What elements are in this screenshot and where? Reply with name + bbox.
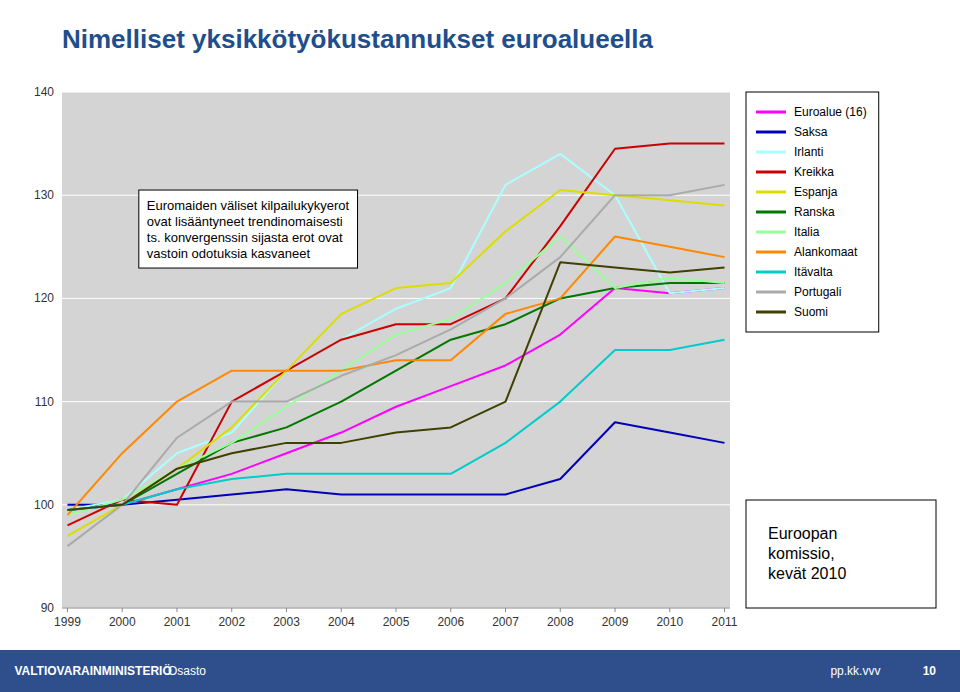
annotation-box <box>139 190 358 268</box>
text-line: Euroopan <box>768 525 837 542</box>
y-tick-label: 100 <box>34 498 54 512</box>
x-tick <box>505 608 506 612</box>
series-line <box>67 236 724 515</box>
footer-text: VALTIOVARAINMINISTERIÖ <box>14 663 171 678</box>
x-tick-label: 2004 <box>328 615 355 629</box>
legend-label: Saksa <box>794 125 828 139</box>
text-line: kevät 2010 <box>768 565 846 582</box>
x-tick <box>176 608 177 612</box>
x-tick <box>560 608 561 612</box>
x-tick-label: 2011 <box>712 615 738 629</box>
x-tick <box>396 608 397 612</box>
legend-swatch <box>756 151 786 154</box>
legend: Euroalue (16) Saksa Irlanti Kreikka Espanja R… <box>746 92 879 332</box>
chart-svg: Nimelliset yksikkötyökustannukset euroal… <box>0 0 960 692</box>
legend-swatch <box>756 291 786 294</box>
series-line <box>67 154 724 510</box>
legend-label: Irlanti <box>794 145 823 159</box>
text-line: ts. konvergenssin sijasta erot ovat <box>147 230 343 245</box>
legend-swatch <box>756 211 786 214</box>
x-tick-label: 1999 <box>54 615 81 629</box>
x-tick-label: 2005 <box>383 615 410 629</box>
grid-line <box>62 92 730 93</box>
legend-swatch <box>756 231 786 234</box>
x-tick-label: 2010 <box>656 615 683 629</box>
legend-label: Ranska <box>794 205 835 219</box>
legend-swatch <box>756 191 786 194</box>
x-tick <box>286 608 287 612</box>
legend-label: Euroalue (16) <box>794 105 867 119</box>
y-tick-label: 90 <box>41 601 55 615</box>
legend-label: Suomi <box>794 305 828 319</box>
text-line: Euromaiden väliset kilpailukykyerot <box>147 198 350 213</box>
legend-box <box>746 92 879 332</box>
grid-line <box>62 298 730 299</box>
x-tick-label: 2006 <box>437 615 464 629</box>
legend-label: Kreikka <box>794 165 834 179</box>
y-tick-label: 120 <box>34 291 54 305</box>
footer-text: Osasto <box>168 664 206 678</box>
grid-line <box>62 401 730 402</box>
y-tick-label: 130 <box>34 188 54 202</box>
lines-group <box>67 144 724 546</box>
source-group: Euroopan komissio, kevät 2010 <box>746 500 936 608</box>
x-tick <box>450 608 451 612</box>
legend-swatch <box>756 111 786 114</box>
x-tick <box>341 608 342 612</box>
legend-swatch <box>756 251 786 254</box>
y-tick-label: 110 <box>35 395 54 409</box>
x-tick-label: 2009 <box>602 615 629 629</box>
x-tick-label: 2003 <box>273 615 300 629</box>
x-tick-label: 2008 <box>547 615 574 629</box>
x-tick-label: 2000 <box>109 615 136 629</box>
grid-line <box>62 504 730 505</box>
title: Nimelliset yksikkötyökustannukset euroal… <box>62 24 654 54</box>
annotation-group: Euromaiden väliset kilpailukykyerotovat … <box>139 190 358 268</box>
legend-label: Italia <box>794 225 820 239</box>
footer: VALTIOVARAINMINISTERIÖOsasto pp.kk.vvv 10 <box>0 650 960 692</box>
x-tick <box>231 608 232 612</box>
legend-label: Espanja <box>794 185 838 199</box>
source-text: Euroopan komissio, kevät 2010 <box>768 525 846 582</box>
legend-label: Itävalta <box>794 265 833 279</box>
legend-swatch <box>756 271 786 274</box>
x-tick-label: 2007 <box>492 615 519 629</box>
x-tick <box>669 608 670 612</box>
legend-swatch <box>756 171 786 174</box>
annotation: Euromaiden väliset kilpailukykyerotovat … <box>147 198 350 261</box>
footer-text: pp.kk.vvv <box>830 664 880 678</box>
x-tick <box>615 608 616 612</box>
footer-bar <box>0 650 960 692</box>
text-line: vastoin odotuksia kasvaneet <box>147 246 311 261</box>
legend-label: Alankomaat <box>794 245 858 259</box>
x-tick <box>724 608 725 612</box>
text-line: ovat lisääntyneet trendinomaisesti <box>147 214 343 229</box>
y-tick-label: 140 <box>34 85 54 99</box>
legend-swatch <box>756 311 786 314</box>
x-tick <box>67 608 68 612</box>
x-tick-label: 2002 <box>218 615 245 629</box>
x-tick-label: 2001 <box>164 615 191 629</box>
source-box <box>746 500 936 608</box>
footer-text: 10 <box>923 664 937 678</box>
series-line <box>67 185 724 546</box>
chart-container: Nimelliset yksikkötyökustannukset euroal… <box>0 0 960 692</box>
series-line <box>67 236 724 515</box>
series-line <box>67 340 724 510</box>
series-line <box>67 262 724 510</box>
legend-swatch <box>756 131 786 134</box>
legend-label: Portugali <box>794 285 841 299</box>
series-line <box>67 144 724 526</box>
x-tick <box>122 608 123 612</box>
series-line <box>67 190 724 536</box>
text-line: komissio, <box>768 545 835 562</box>
plot-background <box>62 92 730 608</box>
